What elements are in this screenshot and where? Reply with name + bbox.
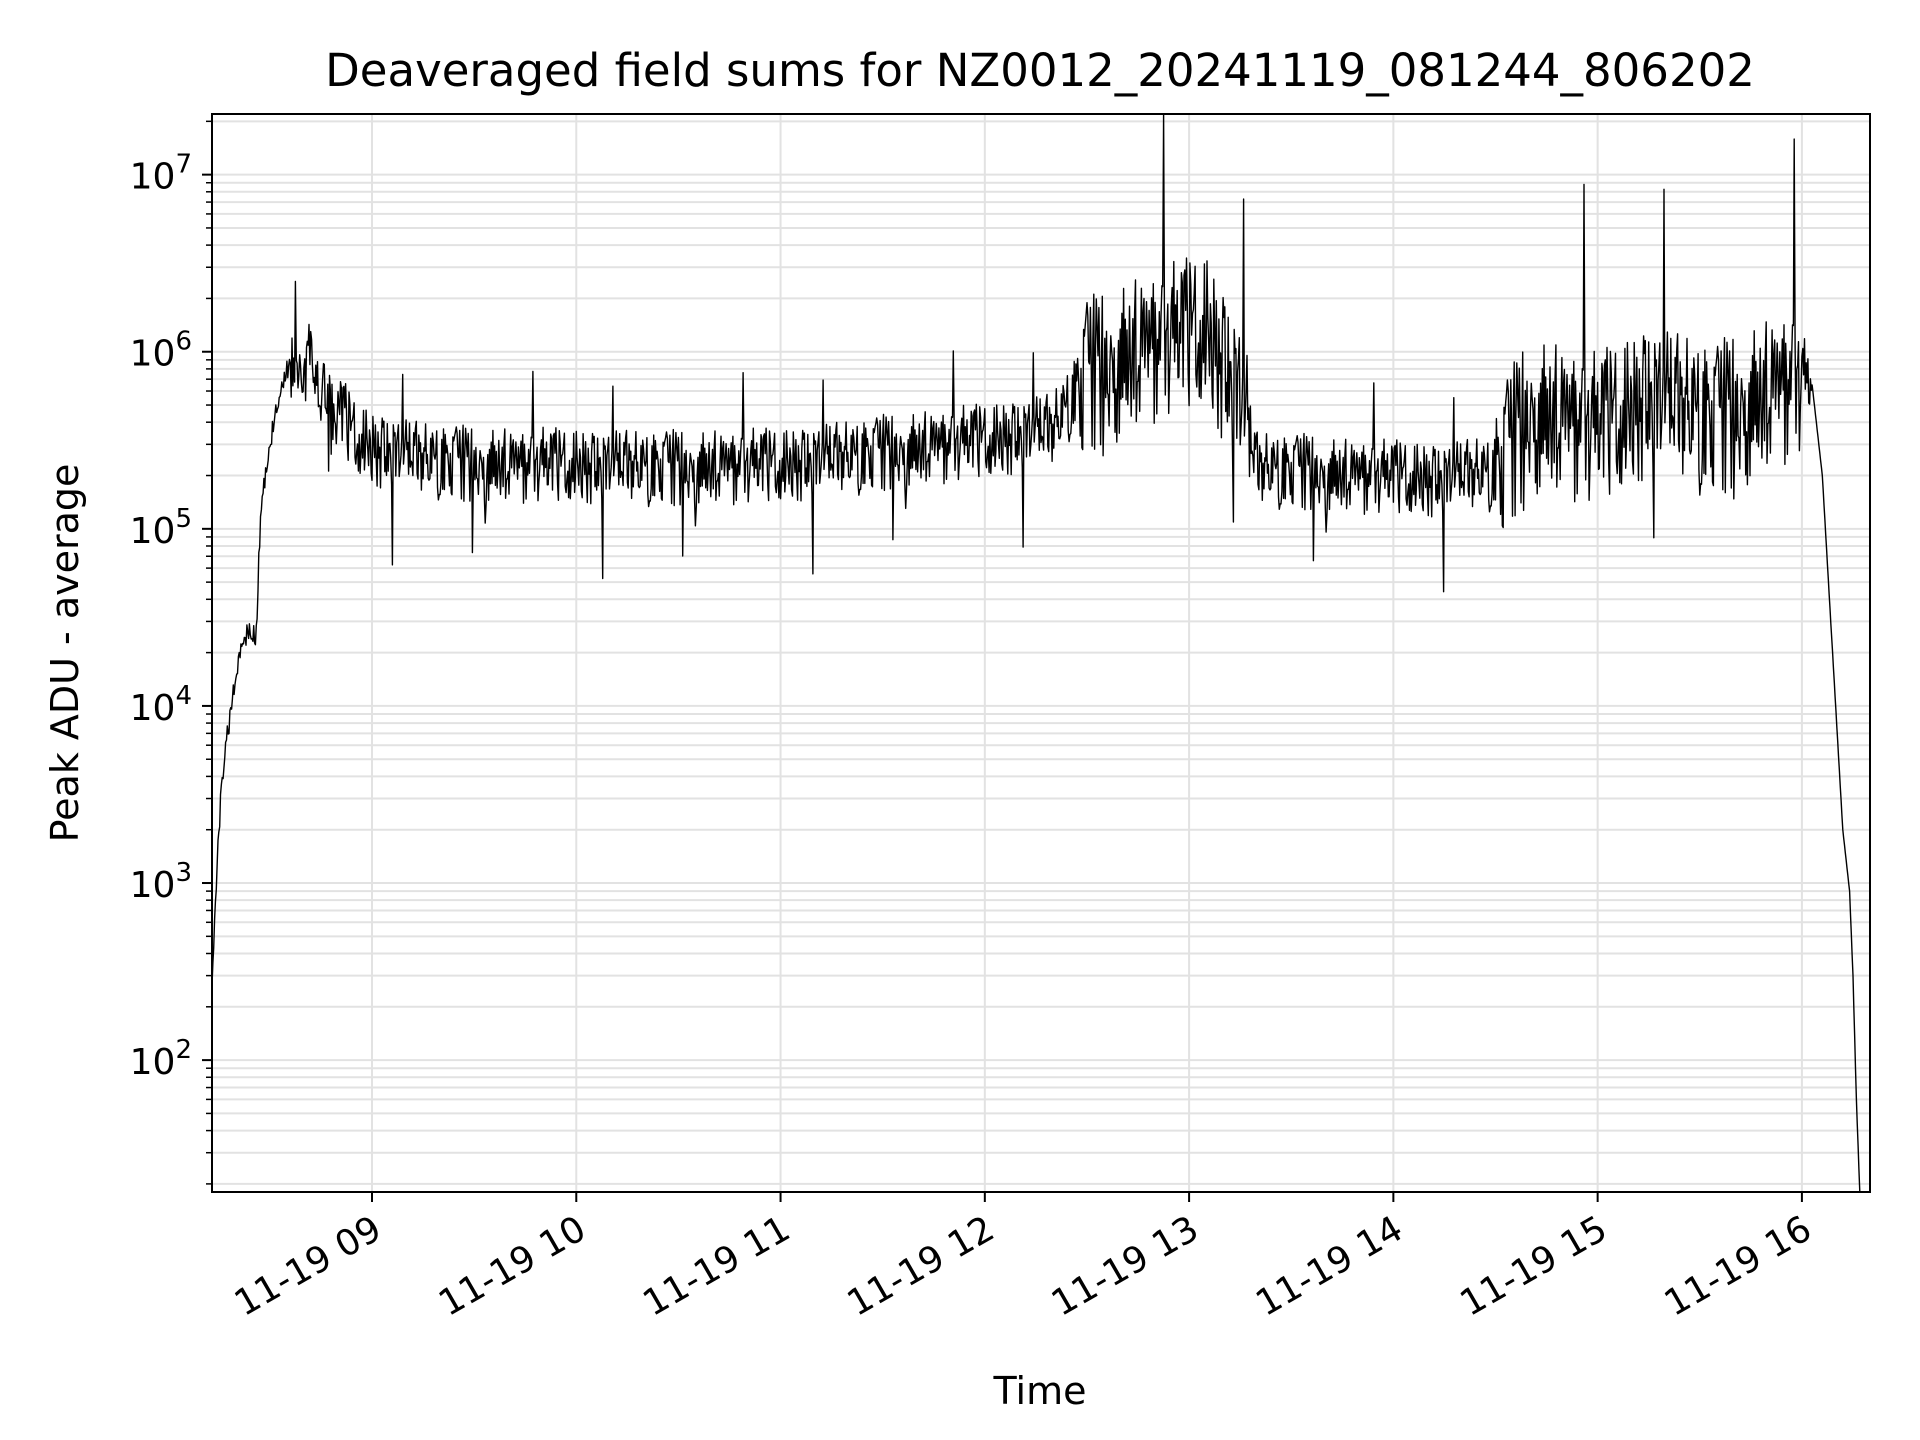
y-axis-label: Peak ADU - average	[43, 464, 87, 843]
data-layer	[211, 113, 1861, 1193]
x-tick-label: 11-19 10	[432, 1208, 593, 1324]
x-tick-label: 11-19 11	[636, 1208, 797, 1324]
x-axis-label: Time	[993, 1369, 1087, 1413]
x-tick-label: 11-19 12	[841, 1208, 1002, 1324]
y-tick-label: 104	[130, 681, 192, 729]
y-tick-label: 107	[130, 150, 192, 198]
y-tick-label: 106	[130, 327, 192, 375]
x-tick-label: 11-19 09	[228, 1208, 389, 1324]
series-line-0	[211, 113, 1861, 1193]
y-tick-label: 105	[130, 504, 192, 552]
y-tick-label: 103	[130, 858, 192, 906]
x-tick-label: 11-19 15	[1453, 1208, 1614, 1324]
x-tick-label: 11-19 14	[1249, 1208, 1410, 1324]
chart-title: Deaveraged field sums for NZ0012_2024111…	[325, 44, 1755, 97]
x-tick-label: 11-19 16	[1658, 1208, 1819, 1324]
grid-layer	[212, 114, 1870, 1192]
y-tick-label: 102	[130, 1035, 192, 1083]
x-tick-label: 11-19 13	[1045, 1208, 1206, 1324]
